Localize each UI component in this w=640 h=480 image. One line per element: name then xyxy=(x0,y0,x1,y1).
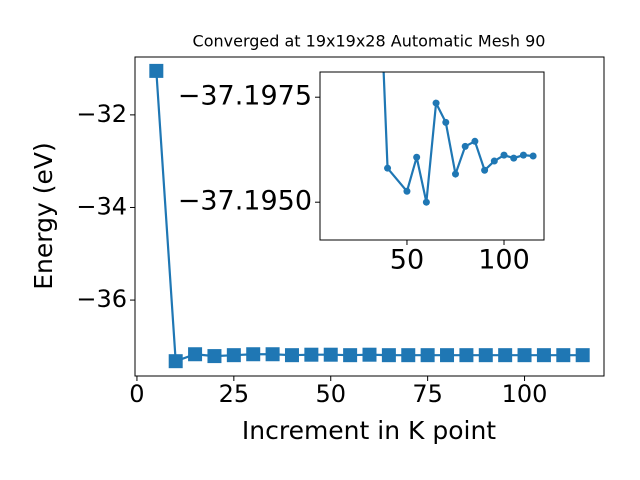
x-tick-label: 100 xyxy=(502,380,548,408)
data-point xyxy=(442,118,450,126)
data-point xyxy=(226,348,241,363)
data-point xyxy=(432,99,440,107)
axes-frame xyxy=(319,71,545,241)
data-point xyxy=(498,348,513,363)
data-point xyxy=(519,151,527,159)
data-point xyxy=(556,348,571,363)
y-tick-label: −36 xyxy=(76,285,127,313)
data-point xyxy=(420,348,435,363)
data-point xyxy=(384,164,392,172)
data-point xyxy=(401,348,416,363)
data-point xyxy=(422,198,430,206)
data-point xyxy=(188,347,203,362)
data-point xyxy=(459,348,474,363)
data-point xyxy=(403,187,411,195)
y-tick-label: −37.1975 xyxy=(178,81,312,112)
x-tick-label: 0 xyxy=(129,380,144,408)
y-tick-label: −34 xyxy=(76,192,127,220)
data-point xyxy=(381,348,396,363)
x-tick-label: 25 xyxy=(219,380,250,408)
data-point xyxy=(461,142,469,150)
data-point xyxy=(343,348,358,363)
data-point xyxy=(362,347,377,362)
data-point xyxy=(471,137,479,145)
data-point xyxy=(168,354,183,369)
data-point xyxy=(490,157,498,165)
data-point xyxy=(451,170,459,178)
data-point xyxy=(481,166,489,174)
x-tick-label: 50 xyxy=(390,244,424,275)
data-point xyxy=(440,348,455,363)
data-point xyxy=(149,63,164,78)
x-axis-label: Increment in K point xyxy=(242,416,496,445)
data-point xyxy=(478,348,493,363)
data-point xyxy=(246,347,261,362)
data-point xyxy=(304,347,319,362)
x-tick-label: 75 xyxy=(412,380,443,408)
data-point xyxy=(500,151,508,159)
data-point xyxy=(529,152,537,160)
y-tick-label: −37.1950 xyxy=(178,186,312,217)
data-point xyxy=(284,348,299,363)
data-point xyxy=(323,347,338,362)
y-axis-label: Energy (eV) xyxy=(29,142,58,289)
data-point xyxy=(207,349,222,364)
y-tick-label: −32 xyxy=(76,100,127,128)
axes-frame xyxy=(134,56,605,377)
data-point xyxy=(536,348,551,363)
x-tick-label: 50 xyxy=(315,380,346,408)
data-point xyxy=(413,153,421,161)
chart-title: Converged at 19x19x28 Automatic Mesh 90 xyxy=(193,32,546,51)
data-point xyxy=(265,347,280,362)
data-line xyxy=(382,72,534,203)
data-point xyxy=(575,348,590,363)
x-tick-label: 100 xyxy=(478,244,530,275)
data-point xyxy=(510,154,518,162)
data-point xyxy=(517,348,532,363)
